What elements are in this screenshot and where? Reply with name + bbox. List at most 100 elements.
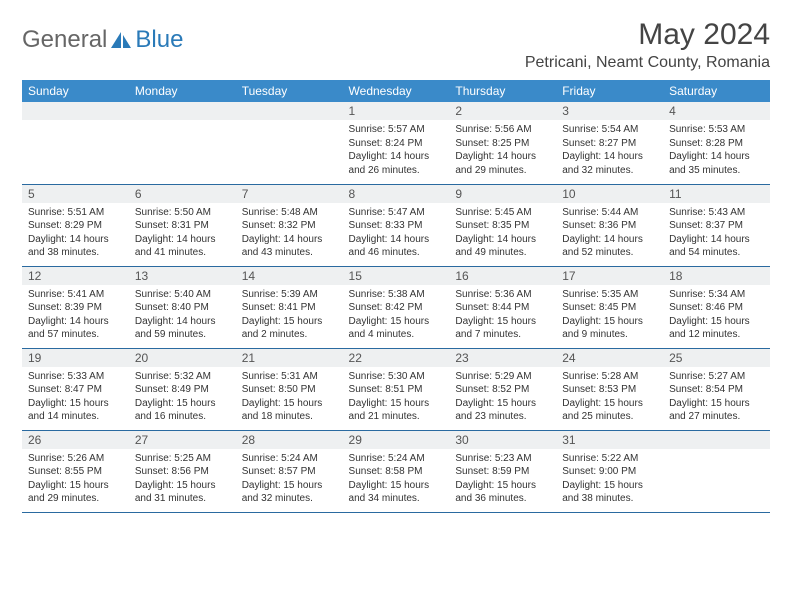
day-details: Sunrise: 5:41 AMSunset: 8:39 PMDaylight:… <box>22 285 129 345</box>
day-number: 11 <box>663 185 770 203</box>
day-details: Sunrise: 5:33 AMSunset: 8:47 PMDaylight:… <box>22 367 129 427</box>
calendar-day-cell: 28Sunrise: 5:24 AMSunset: 8:57 PMDayligh… <box>236 430 343 512</box>
calendar-day-cell: 25Sunrise: 5:27 AMSunset: 8:54 PMDayligh… <box>663 348 770 430</box>
day-details: Sunrise: 5:56 AMSunset: 8:25 PMDaylight:… <box>449 120 556 180</box>
calendar-day-cell: 3Sunrise: 5:54 AMSunset: 8:27 PMDaylight… <box>556 102 663 184</box>
day-details: Sunrise: 5:25 AMSunset: 8:56 PMDaylight:… <box>129 449 236 509</box>
day-details: Sunrise: 5:44 AMSunset: 8:36 PMDaylight:… <box>556 203 663 263</box>
day-details: Sunrise: 5:48 AMSunset: 8:32 PMDaylight:… <box>236 203 343 263</box>
day-details: Sunrise: 5:54 AMSunset: 8:27 PMDaylight:… <box>556 120 663 180</box>
calendar-day-cell: 17Sunrise: 5:35 AMSunset: 8:45 PMDayligh… <box>556 266 663 348</box>
day-details: Sunrise: 5:38 AMSunset: 8:42 PMDaylight:… <box>343 285 450 345</box>
logo-text-general: General <box>22 26 107 54</box>
calendar-table: SundayMondayTuesdayWednesdayThursdayFrid… <box>22 80 770 513</box>
day-number: 7 <box>236 185 343 203</box>
weekday-header: Thursday <box>449 80 556 102</box>
day-number <box>236 102 343 120</box>
day-number: 29 <box>343 431 450 449</box>
day-number: 28 <box>236 431 343 449</box>
day-details: Sunrise: 5:40 AMSunset: 8:40 PMDaylight:… <box>129 285 236 345</box>
day-details: Sunrise: 5:43 AMSunset: 8:37 PMDaylight:… <box>663 203 770 263</box>
calendar-day-cell <box>663 430 770 512</box>
calendar-day-cell <box>22 102 129 184</box>
day-number: 30 <box>449 431 556 449</box>
day-number: 2 <box>449 102 556 120</box>
day-details: Sunrise: 5:22 AMSunset: 9:00 PMDaylight:… <box>556 449 663 509</box>
day-details: Sunrise: 5:26 AMSunset: 8:55 PMDaylight:… <box>22 449 129 509</box>
weekday-header: Wednesday <box>343 80 450 102</box>
day-number <box>22 102 129 120</box>
day-number: 13 <box>129 267 236 285</box>
day-details: Sunrise: 5:30 AMSunset: 8:51 PMDaylight:… <box>343 367 450 427</box>
calendar-week-row: 1Sunrise: 5:57 AMSunset: 8:24 PMDaylight… <box>22 102 770 184</box>
day-number: 17 <box>556 267 663 285</box>
calendar-day-cell: 19Sunrise: 5:33 AMSunset: 8:47 PMDayligh… <box>22 348 129 430</box>
logo-sail-icon <box>110 31 132 49</box>
day-details: Sunrise: 5:24 AMSunset: 8:57 PMDaylight:… <box>236 449 343 509</box>
day-number: 25 <box>663 349 770 367</box>
day-details: Sunrise: 5:36 AMSunset: 8:44 PMDaylight:… <box>449 285 556 345</box>
calendar-day-cell: 10Sunrise: 5:44 AMSunset: 8:36 PMDayligh… <box>556 184 663 266</box>
weekday-header: Sunday <box>22 80 129 102</box>
calendar-day-cell: 13Sunrise: 5:40 AMSunset: 8:40 PMDayligh… <box>129 266 236 348</box>
calendar-day-cell: 20Sunrise: 5:32 AMSunset: 8:49 PMDayligh… <box>129 348 236 430</box>
calendar-day-cell: 7Sunrise: 5:48 AMSunset: 8:32 PMDaylight… <box>236 184 343 266</box>
calendar-day-cell: 5Sunrise: 5:51 AMSunset: 8:29 PMDaylight… <box>22 184 129 266</box>
calendar-day-cell: 21Sunrise: 5:31 AMSunset: 8:50 PMDayligh… <box>236 348 343 430</box>
calendar-day-cell: 26Sunrise: 5:26 AMSunset: 8:55 PMDayligh… <box>22 430 129 512</box>
day-number: 18 <box>663 267 770 285</box>
day-number: 12 <box>22 267 129 285</box>
calendar-day-cell: 18Sunrise: 5:34 AMSunset: 8:46 PMDayligh… <box>663 266 770 348</box>
day-number: 27 <box>129 431 236 449</box>
calendar-day-cell: 1Sunrise: 5:57 AMSunset: 8:24 PMDaylight… <box>343 102 450 184</box>
day-details: Sunrise: 5:31 AMSunset: 8:50 PMDaylight:… <box>236 367 343 427</box>
weekday-header: Monday <box>129 80 236 102</box>
calendar-day-cell: 27Sunrise: 5:25 AMSunset: 8:56 PMDayligh… <box>129 430 236 512</box>
day-number: 20 <box>129 349 236 367</box>
calendar-week-row: 26Sunrise: 5:26 AMSunset: 8:55 PMDayligh… <box>22 430 770 512</box>
day-details: Sunrise: 5:32 AMSunset: 8:49 PMDaylight:… <box>129 367 236 427</box>
calendar-day-cell <box>236 102 343 184</box>
day-number: 22 <box>343 349 450 367</box>
day-number: 8 <box>343 185 450 203</box>
title-block: May 2024 Petricani, Neamt County, Romani… <box>525 18 770 72</box>
day-details: Sunrise: 5:28 AMSunset: 8:53 PMDaylight:… <box>556 367 663 427</box>
day-number: 6 <box>129 185 236 203</box>
calendar-day-cell: 4Sunrise: 5:53 AMSunset: 8:28 PMDaylight… <box>663 102 770 184</box>
weekday-header: Saturday <box>663 80 770 102</box>
day-details: Sunrise: 5:57 AMSunset: 8:24 PMDaylight:… <box>343 120 450 180</box>
day-details: Sunrise: 5:24 AMSunset: 8:58 PMDaylight:… <box>343 449 450 509</box>
day-details: Sunrise: 5:27 AMSunset: 8:54 PMDaylight:… <box>663 367 770 427</box>
calendar-day-cell: 8Sunrise: 5:47 AMSunset: 8:33 PMDaylight… <box>343 184 450 266</box>
day-number: 1 <box>343 102 450 120</box>
calendar-body: 1Sunrise: 5:57 AMSunset: 8:24 PMDaylight… <box>22 102 770 512</box>
calendar-day-cell: 11Sunrise: 5:43 AMSunset: 8:37 PMDayligh… <box>663 184 770 266</box>
day-number: 5 <box>22 185 129 203</box>
day-number: 21 <box>236 349 343 367</box>
day-number: 19 <box>22 349 129 367</box>
day-details: Sunrise: 5:39 AMSunset: 8:41 PMDaylight:… <box>236 285 343 345</box>
day-details: Sunrise: 5:34 AMSunset: 8:46 PMDaylight:… <box>663 285 770 345</box>
day-number: 23 <box>449 349 556 367</box>
calendar-day-cell: 29Sunrise: 5:24 AMSunset: 8:58 PMDayligh… <box>343 430 450 512</box>
day-number: 10 <box>556 185 663 203</box>
day-number: 4 <box>663 102 770 120</box>
calendar-day-cell: 6Sunrise: 5:50 AMSunset: 8:31 PMDaylight… <box>129 184 236 266</box>
logo-text-blue: Blue <box>135 26 183 54</box>
day-number: 14 <box>236 267 343 285</box>
day-number: 24 <box>556 349 663 367</box>
day-details: Sunrise: 5:35 AMSunset: 8:45 PMDaylight:… <box>556 285 663 345</box>
weekday-row: SundayMondayTuesdayWednesdayThursdayFrid… <box>22 80 770 102</box>
calendar-day-cell: 31Sunrise: 5:22 AMSunset: 9:00 PMDayligh… <box>556 430 663 512</box>
calendar-day-cell: 15Sunrise: 5:38 AMSunset: 8:42 PMDayligh… <box>343 266 450 348</box>
day-details: Sunrise: 5:47 AMSunset: 8:33 PMDaylight:… <box>343 203 450 263</box>
header: General Blue May 2024 Petricani, Neamt C… <box>22 18 770 72</box>
day-number: 31 <box>556 431 663 449</box>
calendar-head: SundayMondayTuesdayWednesdayThursdayFrid… <box>22 80 770 102</box>
day-number <box>663 431 770 449</box>
calendar-day-cell: 16Sunrise: 5:36 AMSunset: 8:44 PMDayligh… <box>449 266 556 348</box>
day-details: Sunrise: 5:51 AMSunset: 8:29 PMDaylight:… <box>22 203 129 263</box>
month-title: May 2024 <box>525 18 770 52</box>
day-number: 26 <box>22 431 129 449</box>
day-details: Sunrise: 5:45 AMSunset: 8:35 PMDaylight:… <box>449 203 556 263</box>
